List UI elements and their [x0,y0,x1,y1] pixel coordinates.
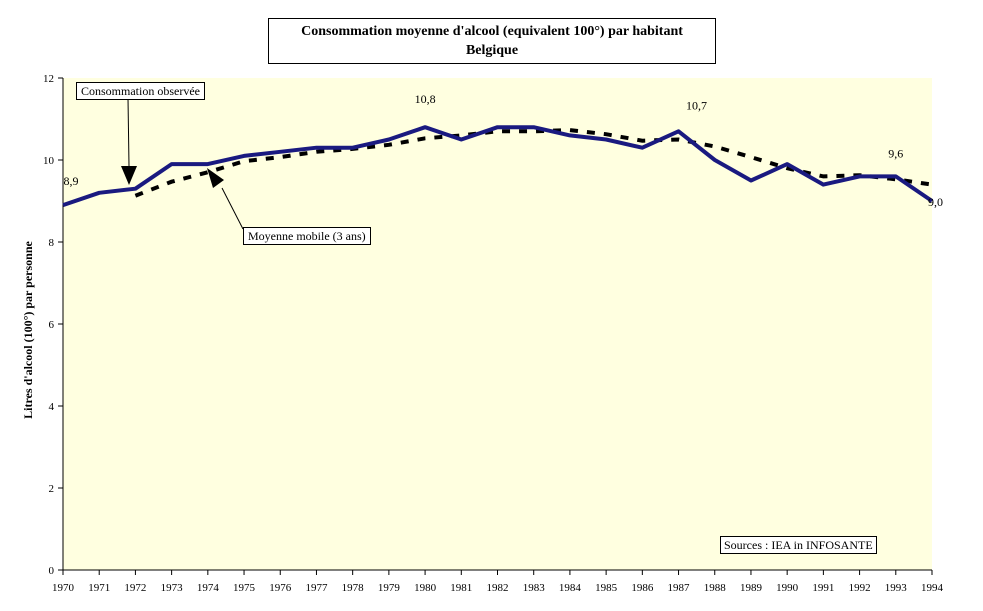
x-tick-label: 1980 [414,582,437,594]
x-tick-label: 1989 [740,582,763,594]
x-tick-label: 1988 [704,582,727,594]
series-observed-line [62,125,934,207]
x-tick-label: 1978 [342,582,365,594]
data-label: 9,6 [888,146,903,160]
x-tick-label: 1974 [197,582,220,594]
chart-subtitle: Belgique [465,43,519,58]
axes: 0 2 4 6 8 10 12 1970 1971 1972 1973 1974 1975 1976 197… [43,73,944,594]
x-tick-label: 1982 [487,582,509,594]
x-tick-label: 1971 [88,582,110,594]
data-label: 10,7 [686,98,707,112]
x-tick-label: 1976 [269,582,292,594]
series-layer [62,125,934,207]
x-tick-label: 1973 [161,582,184,594]
x-tick-label: 1986 [631,582,654,594]
y-axis-label: Litres d'alcool (100°) par personne [21,240,35,418]
x-tick-label: 1970 [52,582,75,594]
callout-observed: Consommation observée [76,82,205,100]
callout-moving-average: Moyenne mobile (3 ans) [243,227,371,245]
arrow-observed-shaft [127,97,130,167]
data-labels-layer: 8,9 10,8 10,7 9,6 9,0 [64,92,944,209]
x-tick-label: 1972 [124,582,146,594]
arrow-moving-average-shaft [221,187,244,230]
data-label: 9,0 [928,195,943,209]
chart-title-box: Consommation moyenne d'alcool (equivalen… [268,18,716,64]
series-moving-average-line [134,128,933,198]
y-tick-label: 6 [49,319,55,331]
y-tick-label: 0 [49,565,55,577]
arrow-moving-average-head [207,168,224,188]
x-tick-label: 1985 [595,582,618,594]
data-label: 8,9 [64,174,79,188]
data-label: 10,8 [415,92,436,106]
x-tick-label: 1984 [559,582,582,594]
x-tick-label: 1977 [305,582,328,594]
x-tick-label: 1993 [885,582,908,594]
x-tick-label: 1992 [849,582,871,594]
y-tick-label: 8 [49,237,55,249]
y-tick-label: 10 [43,155,55,167]
x-tick-label: 1983 [523,582,546,594]
y-tick-label: 2 [49,483,55,495]
y-tick-label: 4 [49,401,55,413]
callout-arrows [121,97,244,230]
source-note: Sources : IEA in INFOSANTE [720,536,877,554]
y-tick-label: 12 [43,73,54,85]
x-tick-label: 1987 [668,582,691,594]
plot-area [63,78,932,570]
x-tick-label: 1994 [921,582,944,594]
x-tick-label: 1990 [776,582,799,594]
x-tick-label: 1975 [233,582,256,594]
x-tick-label: 1991 [812,582,834,594]
x-tick-label: 1981 [450,582,472,594]
arrow-observed-head [121,166,137,185]
x-tick-label: 1979 [378,582,401,594]
chart-title: Consommation moyenne d'alcool (equivalen… [301,24,683,39]
